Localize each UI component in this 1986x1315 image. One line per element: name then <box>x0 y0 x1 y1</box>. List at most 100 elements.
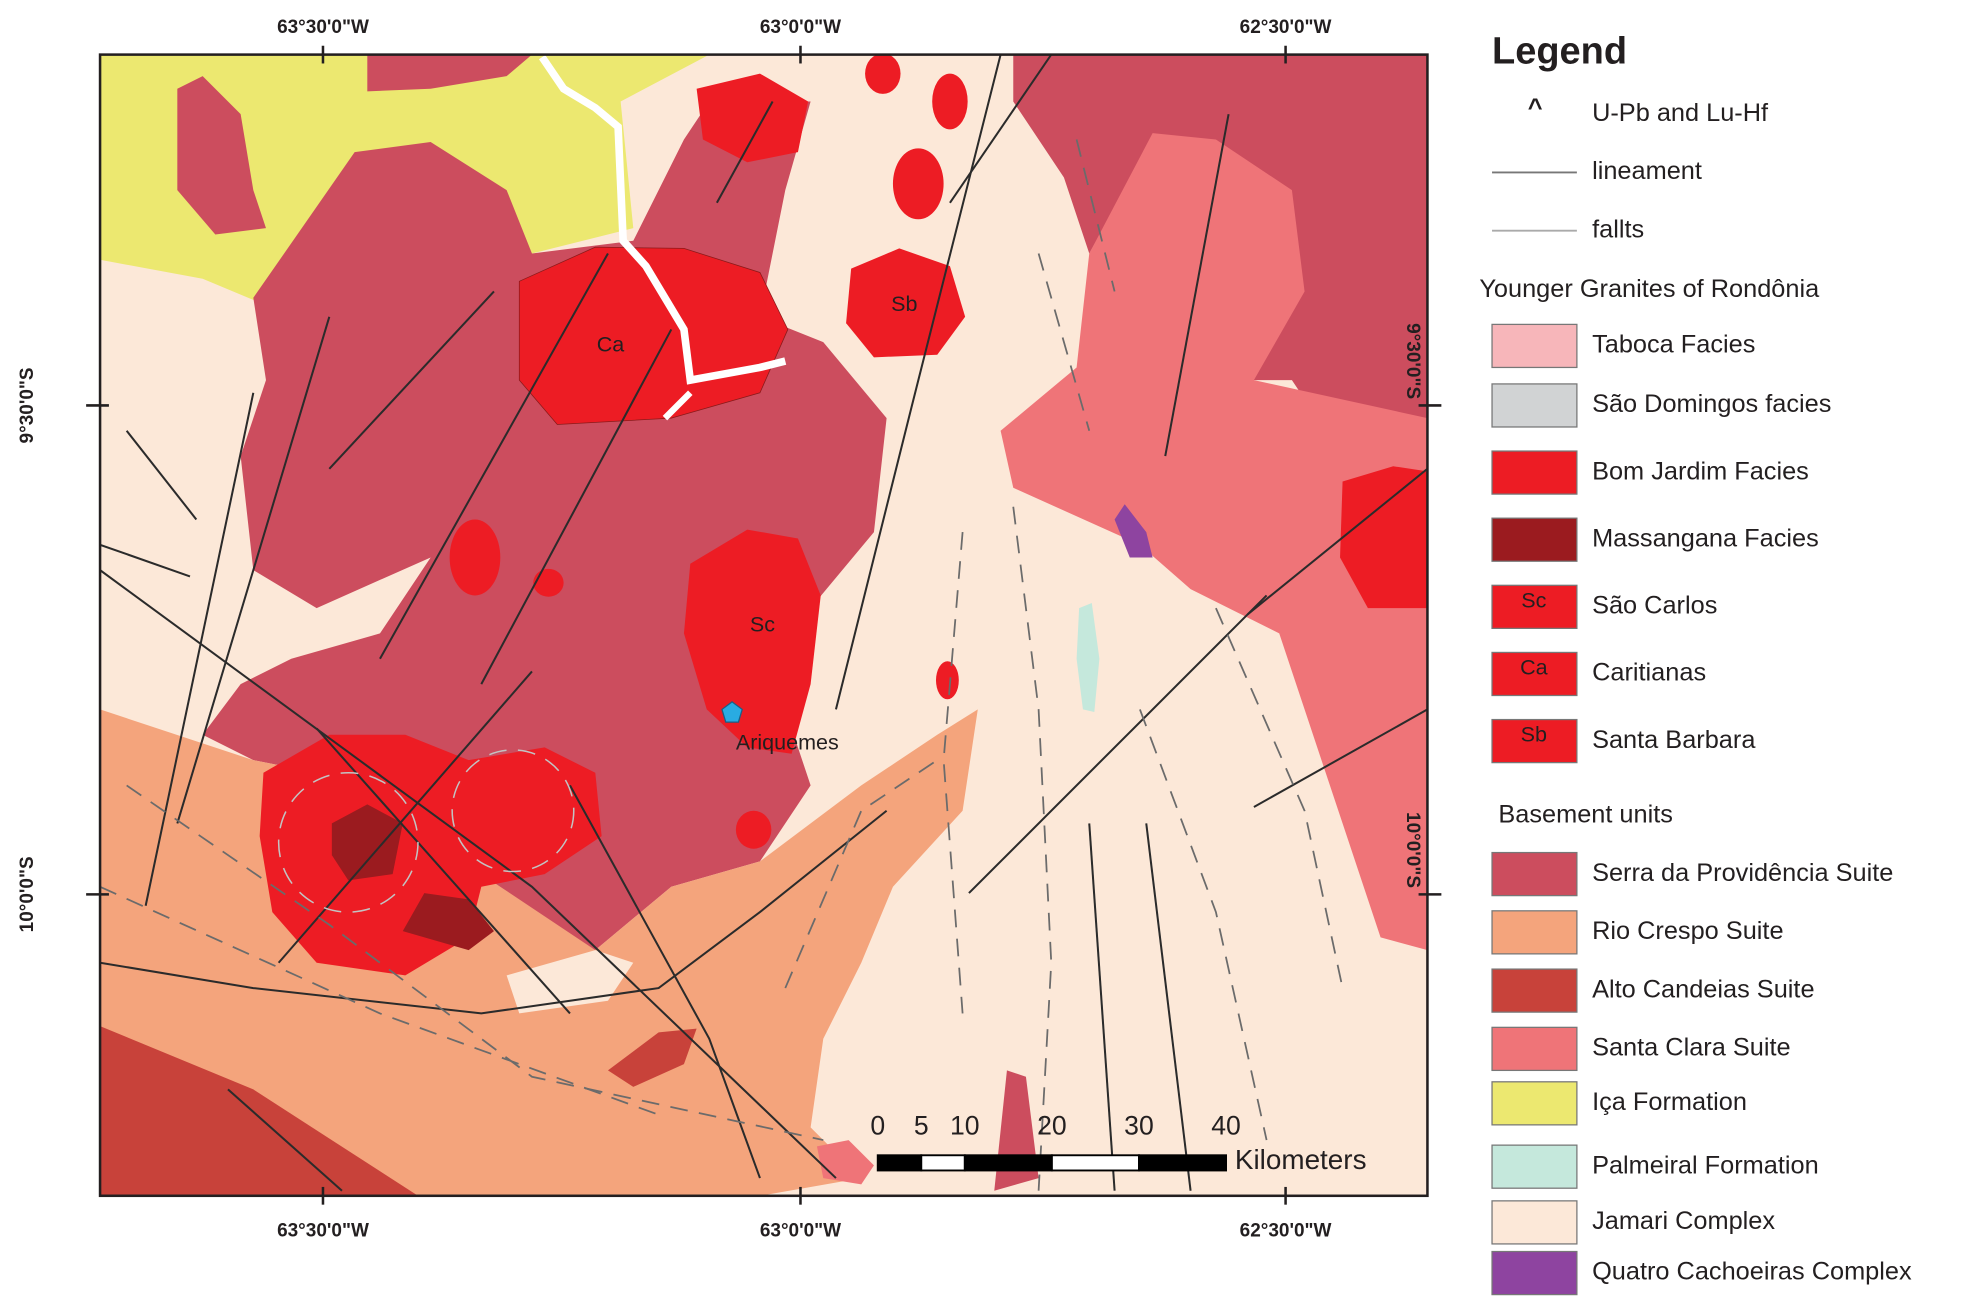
legend-swatch <box>1491 383 1578 428</box>
lineament <box>569 784 761 1179</box>
map-label: Sb <box>891 292 917 316</box>
alto-candeias-suite <box>100 1026 418 1196</box>
coordinate-labels: 63°30'0"W 63°30'0"W 63°0'0"W 63°0'0"W 62°30'… <box>17 17 1442 1241</box>
coord-label: 63°0'0"W <box>760 17 841 38</box>
scale-label: 5 <box>914 1110 929 1140</box>
bom-jardim-facies <box>1340 466 1428 609</box>
legend-label: Iça Formation <box>1592 1088 1747 1116</box>
legend-label: Caritianas <box>1592 659 1706 687</box>
fault <box>100 885 659 1116</box>
fault <box>1075 139 1116 292</box>
legend-code: Sc <box>1521 588 1546 612</box>
bom-jardim-facies <box>932 73 968 130</box>
lineament <box>125 430 198 521</box>
scale-unit: Kilometers <box>1235 1144 1367 1175</box>
legend-swatch <box>1491 851 1578 897</box>
scale-segment <box>1050 1154 1140 1172</box>
map-frame <box>98 53 1429 1198</box>
bom-jardim-facies <box>865 54 901 94</box>
legend-label: Serra da Providência Suite <box>1592 859 1893 887</box>
bom-jardim-facies <box>735 810 772 849</box>
scale-label: 0 <box>870 1110 885 1140</box>
quatro-cachoeiras <box>1114 504 1153 558</box>
coord-label: 9°30'0"S <box>1402 323 1423 399</box>
lineament <box>100 809 888 1015</box>
ring-fault <box>451 749 575 873</box>
massangana-facies <box>331 804 403 881</box>
river <box>538 55 787 385</box>
coord-label: 10°0'0"S <box>1402 812 1423 888</box>
legend-swatch <box>1491 517 1578 562</box>
legend-swatch <box>1491 1144 1578 1189</box>
lineament <box>100 543 191 578</box>
coord-label: 10°0'0"S <box>17 856 38 932</box>
bom-jardim-facies <box>936 661 959 700</box>
lineaments <box>100 54 1428 1192</box>
legend-symbol: ^ <box>1528 94 1543 122</box>
map-label: Ca <box>597 333 625 357</box>
legend-code: Ca <box>1520 656 1548 680</box>
lineament <box>144 392 255 906</box>
coord-label: 63°30'0"W <box>277 1220 369 1241</box>
map-label: Sc <box>750 613 775 637</box>
coord-label: 62°30'0"W <box>1240 17 1332 38</box>
lineament <box>176 316 331 824</box>
fault <box>1037 253 1091 432</box>
scale-segment <box>1138 1154 1228 1172</box>
scale-segment <box>920 1154 966 1172</box>
town-label: Ariquemes <box>736 730 839 754</box>
jamari-complex <box>506 950 634 1014</box>
lineament <box>949 54 1053 204</box>
lineament <box>227 1088 343 1192</box>
fault <box>1139 709 1268 1141</box>
legend-swatch <box>1491 910 1578 955</box>
lineament <box>1253 708 1428 808</box>
fault <box>784 759 938 989</box>
legend-label: U-Pb and Lu-Hf <box>1592 99 1769 127</box>
palmeiral-formation <box>1076 603 1100 712</box>
bom-jardim-facies <box>259 734 602 976</box>
scale-label: 20 <box>1037 1110 1067 1140</box>
legend-swatch <box>1491 651 1578 697</box>
legend-swatch <box>1491 1200 1578 1245</box>
legend-label: lineament <box>1592 157 1702 185</box>
river <box>662 390 693 421</box>
coord-label: 9°30'0"S <box>17 367 38 443</box>
lineament <box>1088 823 1116 1191</box>
legend-heading: Younger Granites of Rondônia <box>1479 275 1820 303</box>
coord-label: 62°30'0"W <box>1240 1220 1332 1241</box>
legend-swatch <box>1491 718 1578 764</box>
coord-label: 63°30'0"W <box>277 17 369 38</box>
bom-jardim-facies <box>449 519 501 596</box>
lineament <box>100 569 837 1179</box>
lineament <box>480 328 673 685</box>
town-marker[interactable] <box>721 701 743 723</box>
scale-segment <box>876 1154 923 1172</box>
legend-label: Bom Jardim Facies <box>1592 457 1809 485</box>
lineament <box>328 290 495 470</box>
faults <box>100 139 1344 1191</box>
legend-label: Alto Candeias Suite <box>1592 975 1814 1003</box>
legend-label: Santa Barbara <box>1592 726 1756 754</box>
massangana-facies <box>402 893 494 951</box>
legend-swatch <box>1491 1250 1578 1296</box>
map-body: Ca Sb Sc Ariquemes <box>100 54 1428 1196</box>
legend-swatch <box>1491 450 1578 495</box>
scale-bar: 0 5 10 20 30 40 Kilometers <box>870 1110 1366 1175</box>
legend-label: São Carlos <box>1592 592 1717 620</box>
legend-heading: Basement units <box>1498 801 1673 829</box>
bom-jardim-facies <box>892 148 944 220</box>
legend-label: Jamari Complex <box>1592 1207 1775 1235</box>
legend-label: Santa Clara Suite <box>1592 1034 1791 1062</box>
fault <box>126 784 824 1141</box>
lineament <box>1246 467 1428 616</box>
lineament <box>379 252 609 660</box>
serra-providencia <box>367 54 532 92</box>
lineament <box>715 100 774 204</box>
lineament <box>1164 113 1230 457</box>
bom-jardim-santa-barbara <box>846 248 966 358</box>
lineament <box>315 727 571 1015</box>
